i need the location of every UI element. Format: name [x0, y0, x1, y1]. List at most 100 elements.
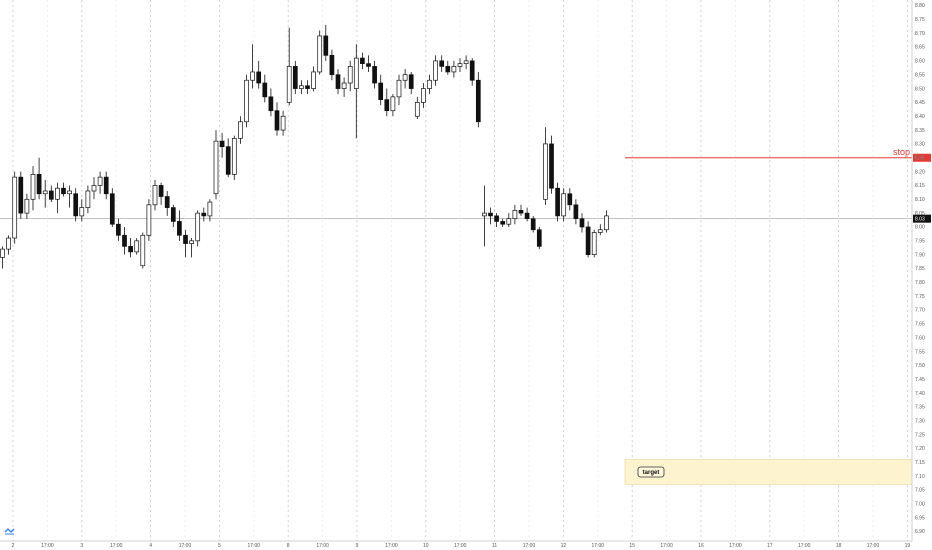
candle[interactable] — [116, 218, 121, 241]
candle[interactable] — [512, 204, 518, 225]
candle[interactable] — [353, 44, 359, 139]
candle[interactable] — [524, 207, 530, 222]
candle[interactable] — [561, 188, 567, 222]
candle[interactable] — [433, 55, 438, 86]
candle[interactable] — [140, 232, 146, 269]
candle[interactable] — [536, 226, 542, 250]
candle[interactable] — [597, 224, 603, 236]
candle[interactable] — [195, 210, 201, 247]
candle[interactable] — [268, 88, 274, 117]
candle[interactable] — [24, 193, 30, 219]
candle[interactable] — [6, 235, 11, 255]
candle[interactable] — [421, 83, 426, 108]
candle[interactable] — [256, 60, 262, 89]
candle[interactable] — [286, 27, 292, 106]
candle[interactable] — [530, 215, 536, 233]
candle[interactable] — [12, 171, 18, 244]
candle[interactable] — [305, 80, 310, 95]
candle[interactable] — [122, 226, 127, 255]
candle[interactable] — [311, 66, 316, 92]
candle[interactable] — [292, 60, 298, 95]
candle[interactable] — [555, 182, 560, 222]
candle[interactable] — [128, 238, 133, 258]
candle[interactable] — [201, 207, 207, 222]
candle[interactable] — [445, 60, 451, 75]
candle[interactable] — [585, 221, 591, 258]
candle[interactable] — [158, 182, 164, 205]
candle[interactable] — [396, 74, 402, 106]
candle[interactable] — [146, 199, 152, 241]
candle[interactable] — [225, 138, 231, 178]
candle[interactable] — [329, 49, 335, 81]
candle[interactable] — [323, 24, 329, 61]
candle[interactable] — [604, 210, 609, 233]
candle[interactable] — [36, 157, 42, 200]
candle[interactable] — [207, 199, 213, 222]
candle[interactable] — [42, 179, 48, 208]
candle[interactable] — [567, 188, 573, 211]
candle[interactable] — [427, 74, 432, 95]
candle[interactable] — [18, 171, 24, 219]
candle[interactable] — [274, 102, 280, 136]
candle[interactable] — [347, 60, 353, 92]
candle[interactable] — [335, 69, 341, 95]
candle[interactable] — [238, 116, 243, 144]
candle[interactable] — [500, 218, 506, 227]
candle[interactable] — [79, 199, 85, 222]
candle[interactable] — [262, 74, 268, 103]
candle[interactable] — [109, 188, 115, 227]
candle[interactable] — [408, 71, 414, 95]
candle[interactable] — [97, 171, 103, 194]
candle[interactable] — [0, 246, 5, 269]
candle[interactable] — [494, 213, 499, 227]
candle[interactable] — [73, 188, 79, 222]
candle[interactable] — [231, 135, 237, 180]
candle[interactable] — [457, 58, 463, 72]
candle[interactable] — [488, 207, 493, 225]
candle[interactable] — [573, 199, 579, 225]
candle[interactable] — [475, 71, 481, 128]
candle[interactable] — [439, 55, 445, 72]
candle[interactable] — [103, 171, 109, 200]
candle[interactable] — [177, 210, 182, 241]
candle[interactable] — [219, 132, 225, 158]
candle[interactable] — [152, 179, 158, 211]
candle[interactable] — [384, 88, 390, 117]
candle[interactable] — [30, 166, 36, 211]
candle[interactable] — [213, 130, 219, 200]
candle[interactable] — [378, 74, 384, 106]
candle[interactable] — [360, 52, 365, 70]
candle[interactable] — [591, 229, 597, 258]
candle[interactable] — [366, 55, 371, 72]
candle[interactable] — [402, 69, 408, 89]
tradingview-logo-icon[interactable] — [4, 528, 15, 535]
candle[interactable] — [482, 185, 487, 247]
candle[interactable] — [372, 60, 377, 89]
candle[interactable] — [317, 30, 323, 75]
candle[interactable] — [341, 77, 347, 97]
candle[interactable] — [463, 55, 469, 70]
candle[interactable] — [244, 74, 249, 128]
candle[interactable] — [299, 80, 304, 95]
candle[interactable] — [55, 182, 60, 214]
candle[interactable] — [250, 44, 255, 89]
candle[interactable] — [189, 238, 194, 258]
target-zone[interactable] — [624, 459, 913, 485]
candle[interactable] — [85, 185, 91, 214]
candle[interactable] — [414, 96, 420, 120]
candle[interactable] — [549, 135, 554, 194]
candle[interactable] — [280, 110, 286, 136]
candle[interactable] — [61, 182, 66, 197]
candle[interactable] — [134, 238, 140, 255]
candle[interactable] — [506, 213, 512, 227]
candle[interactable] — [170, 204, 176, 227]
candle[interactable] — [67, 185, 72, 208]
candle[interactable] — [48, 185, 54, 203]
candle[interactable] — [543, 127, 548, 205]
candle[interactable] — [390, 94, 396, 117]
candle[interactable] — [579, 213, 585, 233]
candle[interactable] — [91, 177, 97, 200]
candle[interactable] — [183, 229, 188, 258]
candle[interactable] — [518, 204, 524, 216]
